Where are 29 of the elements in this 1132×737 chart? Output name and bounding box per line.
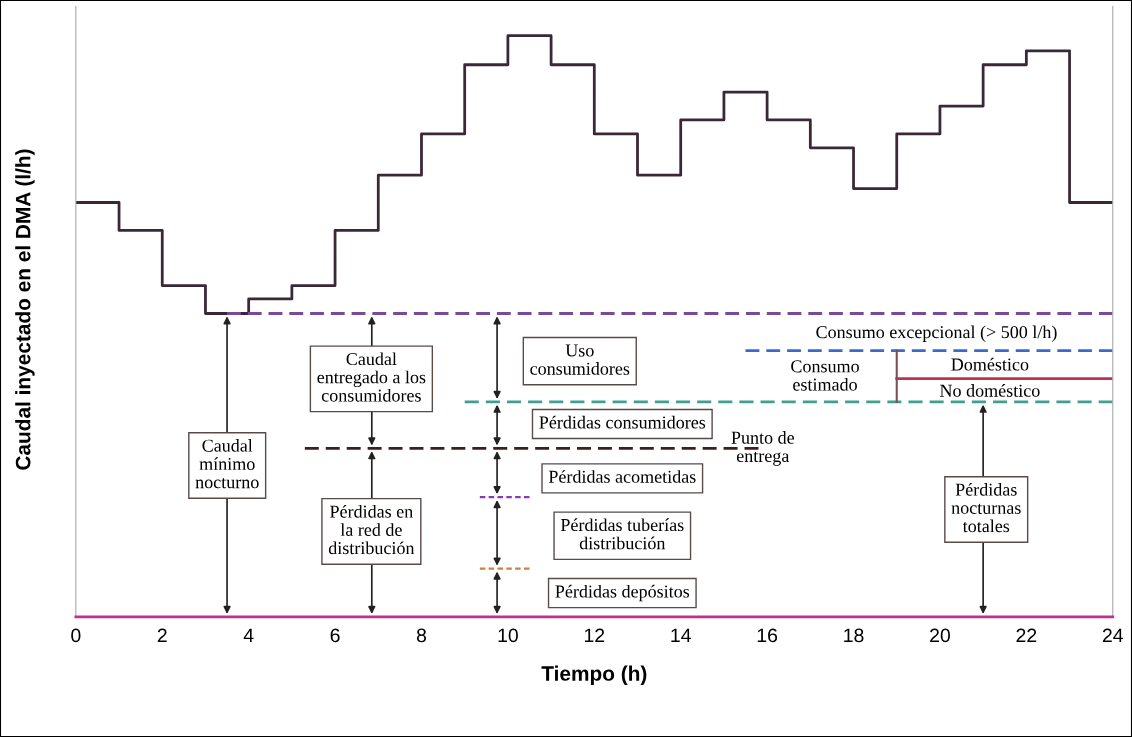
x-tick-label: 6 bbox=[330, 628, 340, 643]
annotation: Pérdidas consumidores bbox=[539, 415, 706, 429]
x-tick-label: 20 bbox=[930, 628, 950, 643]
x-tick-label: 10 bbox=[498, 628, 518, 643]
annotation: Pérdidas nocturnas totales bbox=[951, 483, 1021, 533]
x-tick-label: 12 bbox=[584, 628, 605, 643]
x-tick-label: 24 bbox=[1102, 628, 1123, 643]
x-tick-label: 8 bbox=[416, 628, 427, 643]
annotation: Consumo estimado bbox=[791, 360, 859, 391]
x-tick-label: 4 bbox=[243, 628, 254, 643]
annotation: Caudal entregado a los consumidores bbox=[317, 352, 426, 402]
annotation: Pérdidas acometidas bbox=[548, 470, 696, 483]
x-tick-label: 2 bbox=[157, 628, 167, 643]
annotation: Caudal mínimo nocturno bbox=[195, 439, 259, 489]
annotation: Pérdidas depósitos bbox=[555, 584, 690, 602]
x-tick-label: 0 bbox=[71, 628, 81, 643]
y-axis-title: Caudal inyectado en el DMA (l/h) bbox=[15, 149, 35, 470]
annotation: Doméstico bbox=[951, 357, 1029, 371]
x-tick-label: 16 bbox=[757, 628, 778, 643]
annotation: Uso consumidores bbox=[530, 344, 630, 375]
x-tick-label: 18 bbox=[844, 628, 864, 643]
x-axis-title: Tiempo (h) bbox=[541, 665, 647, 685]
annotation: Punto de entrega bbox=[731, 431, 795, 466]
annotation: Pérdidas en la red de distribución bbox=[328, 504, 415, 555]
annotation: Pérdidas tuberías distribución bbox=[560, 518, 684, 550]
x-tick-label: 14 bbox=[671, 628, 691, 643]
x-tick-label: 22 bbox=[1016, 628, 1037, 643]
annotation: No doméstico bbox=[940, 384, 1040, 397]
annotation: Consumo excepcional (> 500 l/h) bbox=[816, 325, 1057, 342]
